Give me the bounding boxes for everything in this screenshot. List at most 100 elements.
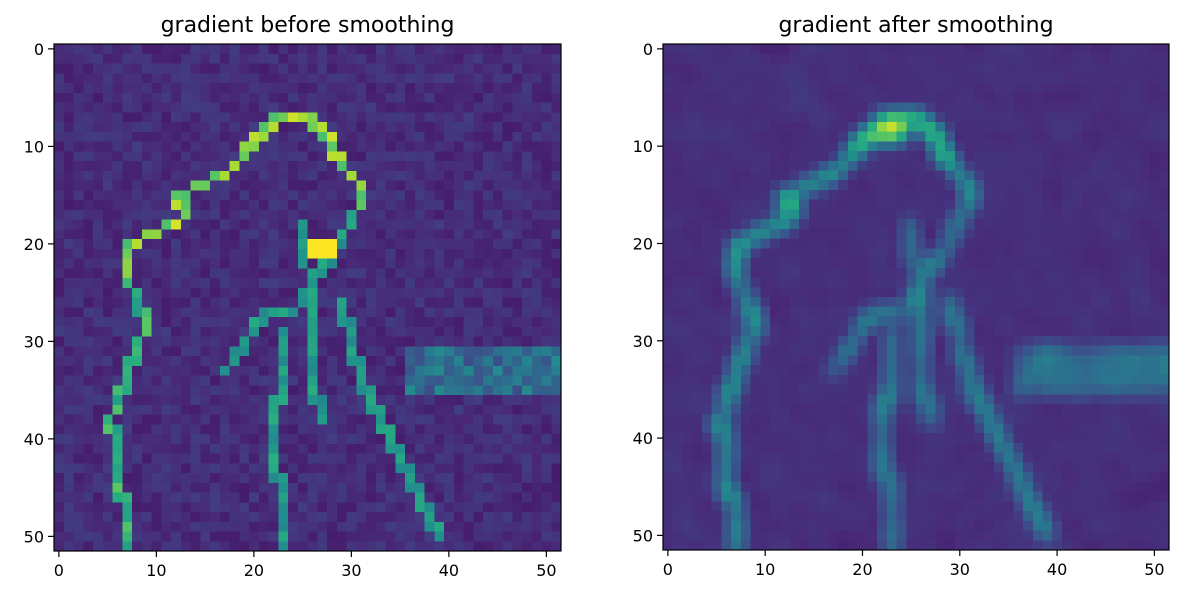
- heatmap-cell: [692, 44, 703, 55]
- heatmap-cell: [297, 307, 309, 318]
- heatmap-cell: [405, 317, 416, 328]
- heatmap-cell: [405, 365, 416, 377]
- heatmap-cell: [682, 365, 693, 376]
- heatmap-cell: [1139, 287, 1151, 298]
- heatmap-cell: [317, 180, 328, 191]
- heatmap-cell: [180, 278, 192, 289]
- heatmap-cell: [83, 73, 94, 84]
- heatmap-cell: [151, 512, 162, 523]
- heatmap-cell: [964, 228, 975, 240]
- heatmap-cell: [886, 180, 898, 191]
- heatmap-cell: [993, 287, 1005, 298]
- heatmap-cell: [395, 278, 406, 289]
- heatmap-cell: [721, 131, 732, 142]
- heatmap-cell: [877, 326, 888, 337]
- heatmap-cell: [268, 209, 279, 221]
- heatmap-cell: [278, 375, 289, 386]
- heatmap-cell: [307, 83, 318, 94]
- heatmap-cell: [906, 345, 917, 356]
- heatmap-cell: [808, 141, 820, 152]
- heatmap-cell: [551, 531, 562, 542]
- heatmap-cell: [151, 83, 162, 94]
- heatmap-cell: [541, 190, 552, 201]
- heatmap-cell: [512, 512, 523, 523]
- heatmap-cell: [906, 82, 917, 94]
- heatmap-cell: [405, 443, 416, 455]
- heatmap-cell: [916, 102, 927, 113]
- heatmap-cell: [682, 63, 693, 74]
- heatmap-cell: [1139, 199, 1151, 211]
- heatmap-cell: [395, 268, 406, 279]
- heatmap-cell: [444, 200, 455, 211]
- heatmap-cell: [424, 307, 435, 318]
- heatmap-cell: [1013, 297, 1024, 308]
- heatmap-cell: [229, 102, 240, 113]
- heatmap-cell: [83, 209, 94, 221]
- heatmap-cell: [132, 122, 143, 133]
- heatmap-cell: [473, 512, 484, 523]
- heatmap-cell: [1042, 112, 1053, 123]
- heatmap-cell: [414, 83, 426, 94]
- heatmap-cell: [171, 463, 182, 474]
- heatmap-cell: [492, 219, 504, 230]
- heatmap-cell: [1003, 92, 1014, 103]
- heatmap-cell: [857, 277, 868, 288]
- heatmap-cell: [453, 268, 465, 279]
- heatmap-cell: [502, 53, 513, 65]
- heatmap-cell: [789, 199, 800, 211]
- heatmap-cell: [799, 92, 810, 103]
- heatmap-cell: [1081, 73, 1092, 84]
- heatmap-cell: [190, 307, 201, 318]
- heatmap-cell: [54, 424, 65, 435]
- heatmap-cell: [1130, 228, 1141, 240]
- heatmap-cell: [473, 151, 484, 162]
- heatmap-cell: [857, 53, 868, 65]
- heatmap-cell: [93, 258, 104, 269]
- heatmap-cell: [1081, 452, 1092, 464]
- heatmap-cell: [473, 463, 484, 474]
- heatmap-cell: [385, 365, 396, 377]
- heatmap-cell: [779, 53, 791, 65]
- heatmap-cell: [1159, 219, 1170, 230]
- heatmap-cell: [297, 521, 309, 533]
- heatmap-cell: [896, 384, 907, 395]
- heatmap-cell: [916, 228, 927, 240]
- heatmap-cell: [1100, 384, 1112, 395]
- heatmap-cell: [83, 512, 94, 523]
- heatmap-cell: [531, 122, 543, 133]
- heatmap-cell: [522, 307, 533, 318]
- heatmap-cell: [258, 180, 270, 191]
- heatmap-cell: [818, 277, 830, 288]
- heatmap-cell: [502, 346, 513, 357]
- heatmap-cell: [161, 463, 172, 474]
- heatmap-cell: [229, 443, 240, 455]
- heatmap-cell: [886, 170, 898, 181]
- heatmap-cell: [663, 335, 674, 347]
- heatmap-cell: [692, 238, 703, 249]
- heatmap-cell: [896, 365, 907, 376]
- heatmap-cell: [219, 502, 231, 513]
- heatmap-cell: [278, 463, 289, 474]
- heatmap-cell: [945, 384, 956, 395]
- heatmap-cell: [385, 180, 396, 191]
- heatmap-cell: [405, 112, 416, 123]
- heatmap-cell: [73, 239, 84, 250]
- heatmap-cell: [102, 492, 114, 503]
- heatmap-cell: [200, 541, 211, 552]
- heatmap-cell: [906, 413, 917, 425]
- heatmap-cell: [492, 512, 504, 523]
- heatmap-cell: [945, 228, 956, 240]
- heatmap-cell: [112, 44, 123, 55]
- heatmap-cell: [799, 316, 810, 327]
- heatmap-cell: [83, 112, 94, 123]
- heatmap-cell: [551, 180, 562, 191]
- heatmap-cell: [847, 92, 859, 103]
- heatmap-cell: [132, 365, 143, 377]
- heatmap-cell: [1120, 452, 1131, 464]
- heatmap-cell: [935, 82, 946, 94]
- heatmap-cell: [838, 44, 849, 55]
- heatmap-cell: [463, 258, 474, 269]
- heatmap-cell: [171, 112, 182, 123]
- heatmap-cell: [1023, 151, 1034, 162]
- heatmap-cell: [964, 297, 975, 308]
